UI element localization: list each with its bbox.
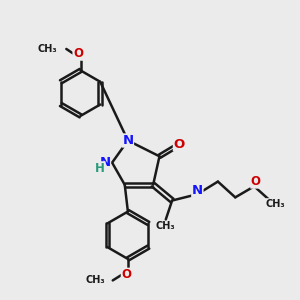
Text: N: N <box>122 134 134 147</box>
Text: O: O <box>173 138 185 151</box>
Text: O: O <box>251 175 261 188</box>
Text: N: N <box>99 156 110 169</box>
Text: O: O <box>121 268 131 281</box>
Text: CH₃: CH₃ <box>266 199 286 209</box>
Text: N: N <box>192 184 203 197</box>
Text: H: H <box>95 162 105 175</box>
Text: CH₃: CH₃ <box>38 44 58 54</box>
Text: CH₃: CH₃ <box>85 275 105 285</box>
Text: CH₃: CH₃ <box>156 221 176 231</box>
Text: O: O <box>73 47 83 60</box>
